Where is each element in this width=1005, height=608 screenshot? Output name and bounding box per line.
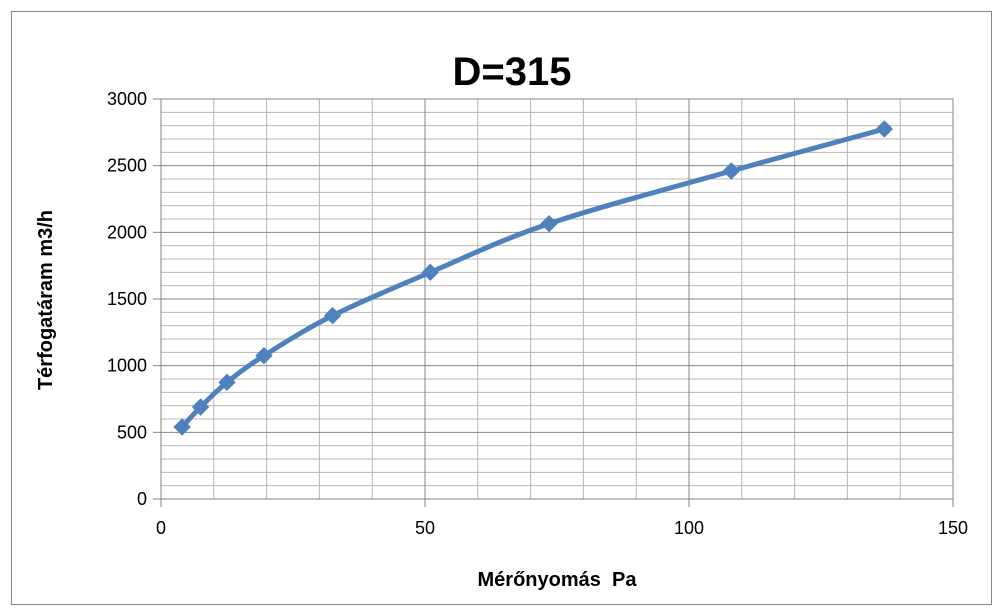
x-tick-label: 150 [938, 518, 968, 538]
data-point-marker [218, 373, 236, 392]
y-tick-label: 2500 [107, 156, 147, 176]
data-series [173, 120, 894, 436]
data-point-marker [540, 214, 558, 233]
x-tick-label: 0 [156, 518, 166, 538]
series-line [179, 126, 887, 430]
y-tick-label: 3000 [107, 89, 147, 109]
data-point-marker [173, 418, 191, 436]
data-point-marker [722, 162, 740, 180]
data-point-marker [191, 398, 210, 416]
chart-area: 0 50 100 150 0 500 1000 1500 2000 2500 3000 D=315… [11, 11, 992, 605]
chart-svg: 0 50 100 150 0 500 1000 1500 2000 2500 3000 D=315… [35, 50, 968, 591]
major-gridlines [160, 98, 954, 500]
data-point-marker [875, 120, 894, 138]
chart-title: D=315 [453, 50, 572, 94]
data-point-marker [255, 346, 273, 365]
x-axis-tick-labels: 0 50 100 150 [156, 499, 968, 538]
x-tick-label: 100 [674, 518, 704, 538]
data-point-marker [323, 306, 342, 325]
y-axis-title: Térfogatáram m3/h [35, 210, 57, 390]
y-tick-label: 2000 [107, 222, 147, 242]
y-axis-tick-labels: 0 500 1000 1500 2000 2500 3000 [107, 89, 161, 509]
y-tick-label: 1000 [107, 356, 147, 376]
data-point-marker [421, 263, 439, 282]
x-axis-title: Mérőnyomás Pa [478, 569, 638, 591]
x-tick-label: 50 [415, 518, 435, 538]
y-tick-label: 0 [137, 489, 147, 509]
y-tick-label: 1500 [107, 289, 147, 309]
y-tick-label: 500 [117, 422, 147, 442]
